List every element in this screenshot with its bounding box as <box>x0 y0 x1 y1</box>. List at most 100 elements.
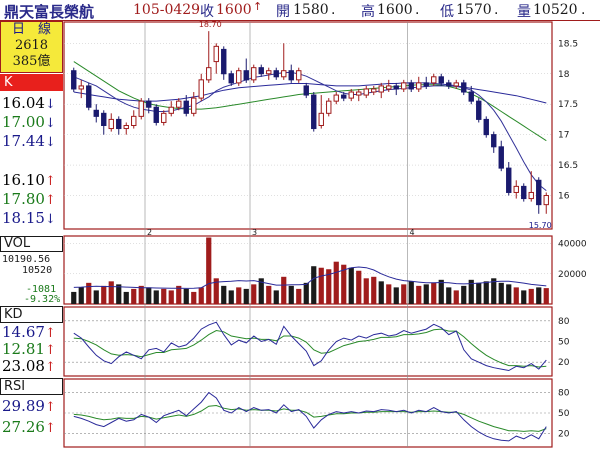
candle-body <box>378 85 384 93</box>
volume-bar <box>311 266 317 304</box>
ma-short-line <box>73 72 547 191</box>
down-arrow-icon: ↓ <box>44 135 56 150</box>
candle-body <box>168 106 174 114</box>
candle-body <box>423 82 429 87</box>
price-tick-label: 16 <box>558 192 570 202</box>
kd-row: 14.67↑ <box>2 324 64 342</box>
volume-bar <box>71 291 77 304</box>
candle-body <box>363 88 369 96</box>
candle-body <box>78 85 84 90</box>
k-tab[interactable]: K <box>0 74 63 91</box>
open-label: 開 <box>276 4 290 20</box>
volume-bar <box>446 287 452 304</box>
volume-bar <box>191 291 197 304</box>
volume-bar <box>228 290 234 304</box>
candle-body <box>273 70 279 78</box>
low-dot: . <box>494 2 499 18</box>
candle-body <box>446 82 452 87</box>
candle-body <box>536 179 542 206</box>
volume-bar <box>161 288 167 304</box>
high-dot: . <box>415 2 420 18</box>
kd-k-line <box>73 321 547 372</box>
volume-bar <box>108 281 114 304</box>
rsi-tab[interactable]: RSI <box>0 378 63 395</box>
ma-value-list: 16.04↓ 17.00↓ 17.44↓ 16.10↑ 17.80↑ 18.15↓ <box>2 94 64 228</box>
up-arrow-icon: ↑ <box>44 400 56 415</box>
close-value: 1600 <box>216 2 252 18</box>
volume-bar <box>491 278 497 304</box>
volume-bar <box>176 285 182 304</box>
volume-bar <box>183 288 189 304</box>
rsi-12-line <box>73 404 547 432</box>
price-tick-label: 17.5 <box>558 100 578 110</box>
candle-body <box>288 70 294 81</box>
volume-bar <box>498 282 504 304</box>
volume-bar <box>93 290 99 304</box>
kd-tab[interactable]: KD <box>0 306 63 323</box>
volume-tick-label: 40000 <box>558 240 587 250</box>
candle-body <box>333 94 339 102</box>
price-tick-label: 17 <box>558 131 569 141</box>
candle-body <box>213 45 219 63</box>
ma-value: 17.44 <box>2 132 45 150</box>
ma-value: 16.04 <box>2 94 45 112</box>
ma-long-line <box>73 61 547 142</box>
volume-bar <box>146 287 152 304</box>
low-label: 低 <box>440 4 454 20</box>
volume-bar <box>401 284 407 304</box>
volume-bar <box>123 291 129 304</box>
candle-body <box>318 112 324 127</box>
vol-tab[interactable]: VOL <box>0 236 63 252</box>
volume-bar <box>116 284 122 304</box>
down-arrow-icon: ↓ <box>44 212 56 227</box>
down-arrow-icon: ↓ <box>44 97 56 112</box>
volume-bar <box>431 282 437 304</box>
candle-body <box>198 79 204 99</box>
volume-bar <box>206 237 212 304</box>
candle-body <box>513 185 519 193</box>
candle-body <box>431 76 437 84</box>
vol-value-2: 10520 <box>22 265 53 276</box>
volume-bar <box>461 285 467 304</box>
up-arrow-icon: ↑ <box>44 174 56 189</box>
candle-body <box>221 48 227 75</box>
rsi-row: 29.89↑ <box>2 396 64 417</box>
rsi-row: 27.26↑ <box>2 417 64 438</box>
ma-mid-line <box>73 82 547 104</box>
price-panel-frame <box>63 21 553 230</box>
ma-value: 17.00 <box>2 113 45 131</box>
volume-bar <box>453 290 459 304</box>
volume-bar <box>528 288 534 304</box>
candle-body <box>303 85 309 96</box>
volume-bar <box>168 290 174 304</box>
candle-body <box>266 70 272 75</box>
volume-bar <box>281 276 287 304</box>
ma-row: 17.44↓ <box>2 132 64 151</box>
candle-body <box>371 88 377 93</box>
rsi-value-list: 29.89↑ 27.26↑ <box>2 396 64 438</box>
candle-body <box>206 67 212 81</box>
volume-bar <box>543 288 549 304</box>
volume-bar <box>513 287 519 304</box>
volume-bar <box>423 284 429 304</box>
candle-body <box>138 100 144 117</box>
ma-row: 17.00↓ <box>2 113 64 132</box>
rsi-tick-label: 80 <box>558 389 570 399</box>
candle-body <box>153 106 159 123</box>
price-annotation: 18.70 <box>199 20 222 29</box>
kd-tick-label: 20 <box>558 358 570 368</box>
candle-body <box>386 85 392 90</box>
candle-body <box>281 70 287 78</box>
up-arrow-icon: ↑ <box>44 360 56 375</box>
volume-bar <box>258 278 264 304</box>
volume-bar <box>236 287 242 304</box>
volume-bar <box>363 278 369 304</box>
volume-bar <box>386 284 392 304</box>
ma-row: 18.15↓ <box>2 209 64 228</box>
ma-value: 18.15 <box>2 209 45 227</box>
volume-tick-label: 20000 <box>558 270 587 280</box>
info-code: 2618 <box>14 38 49 53</box>
candle-body <box>468 91 474 102</box>
kd-d-line <box>73 328 547 368</box>
